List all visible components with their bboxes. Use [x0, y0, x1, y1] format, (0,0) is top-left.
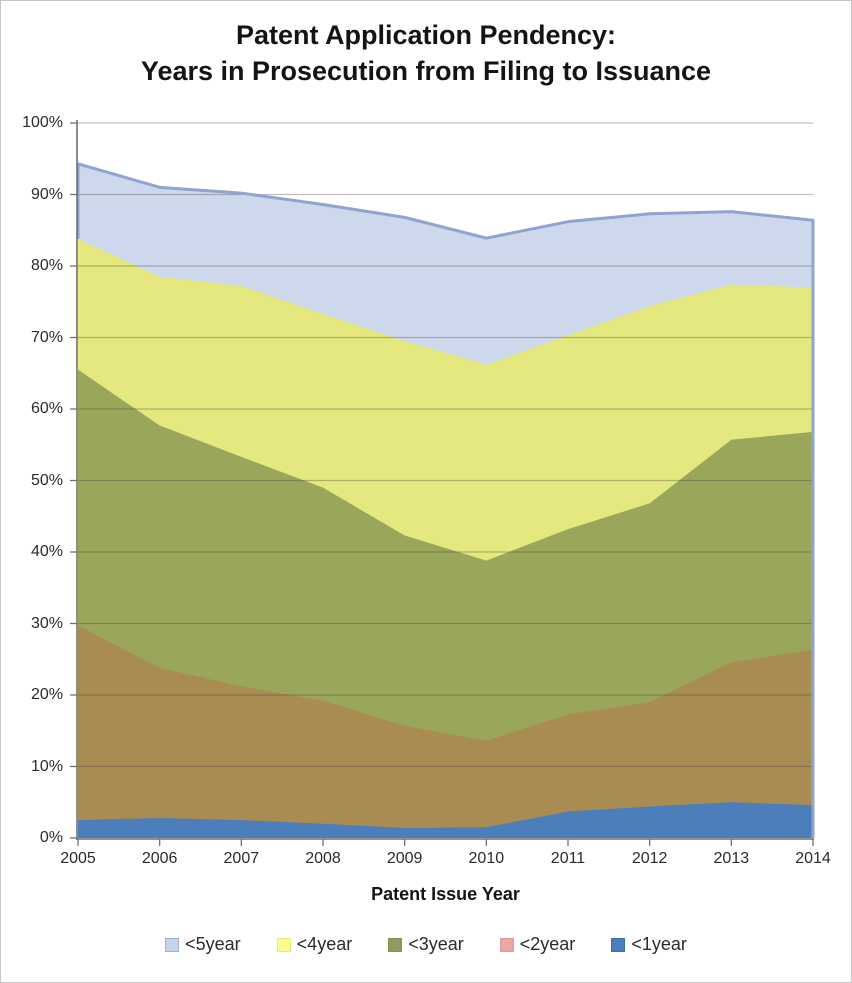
- legend-label: <4year: [296, 934, 353, 954]
- x-tick-label-2011: 2011: [550, 850, 586, 867]
- x-tick-label-2010: 2010: [468, 850, 505, 867]
- x-tick-label-2009: 2009: [386, 850, 423, 867]
- legend-label: <1year: [631, 934, 687, 954]
- y-tick-label-90: 90%: [30, 185, 63, 203]
- y-tick-label-60: 60%: [30, 400, 63, 417]
- area-border-5year: [76, 162, 815, 838]
- x-tick-label-2005: 2005: [60, 850, 96, 867]
- y-tick-label-80: 80%: [30, 257, 63, 274]
- y-tick-label-20: 20%: [30, 686, 63, 703]
- legend: <5year <4year <3year <2year <1year: [1, 934, 851, 955]
- x-tick-label-2008: 2008: [305, 850, 341, 867]
- x-tick-label-2012: 2012: [631, 850, 668, 867]
- y-tick-label-50: 50%: [30, 471, 63, 489]
- chart-title-line1: Patent Application Pendency:: [235, 20, 617, 50]
- x-tick-label-2014: 2014: [795, 850, 831, 867]
- y-tick-label-40: 40%: [30, 543, 63, 560]
- y-tick-label-30: 30%: [30, 614, 63, 632]
- legend-label: <3year: [408, 934, 464, 954]
- x-axis-title: Patent Issue Year: [371, 884, 520, 904]
- legend-label: <5year: [185, 934, 241, 954]
- legend-item-4year: <4year: [276, 934, 353, 955]
- legend-swatch-icon: [276, 937, 291, 952]
- x-tick-label-2006: 2006: [141, 850, 178, 867]
- x-tick-label-2013: 2013: [713, 850, 750, 867]
- y-tick-label-70: 70%: [30, 328, 63, 346]
- chart-title: Patent Application Pendency: Years in Pr…: [1, 17, 851, 89]
- legend-swatch-icon: [611, 937, 626, 952]
- y-tick-label-100: 100%: [22, 114, 63, 131]
- legend-label: <2year: [519, 934, 576, 954]
- area-1year: [78, 802, 813, 838]
- legend-swatch-icon: [165, 937, 180, 952]
- x-tick-label-2007: 2007: [223, 850, 260, 867]
- legend-swatch-icon: [499, 937, 514, 952]
- y-tick-label-0: 0%: [39, 829, 63, 846]
- legend-item-5year: <5year: [165, 934, 241, 955]
- area-2year: [78, 625, 813, 838]
- legend-item-1year: <1year: [611, 934, 687, 955]
- legend-item-3year: <3year: [388, 934, 464, 955]
- y-tick-label-10: 10%: [30, 757, 63, 775]
- legend-item-2year: <2year: [499, 934, 576, 955]
- legend-swatch-icon: [388, 937, 403, 952]
- chart-title-line2: Years in Prosecution from Filing to Issu…: [140, 56, 712, 86]
